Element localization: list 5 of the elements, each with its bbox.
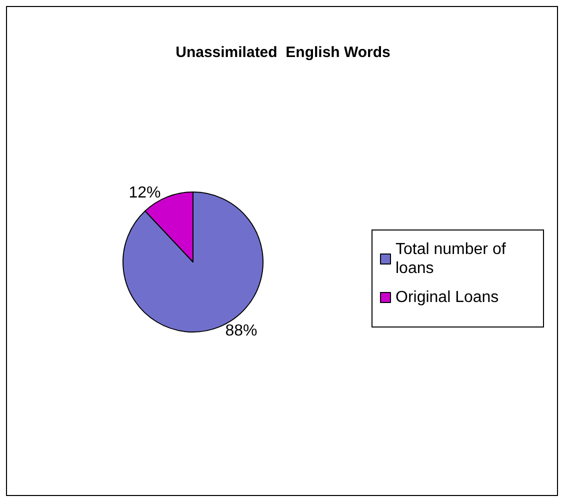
data-label: 12% (128, 184, 161, 202)
legend-label: Total number of loans (396, 241, 510, 277)
legend-label: Original Loans (396, 289, 499, 306)
chart-title: Unassimilated English Words (176, 44, 390, 61)
data-label: 88% (225, 322, 258, 340)
